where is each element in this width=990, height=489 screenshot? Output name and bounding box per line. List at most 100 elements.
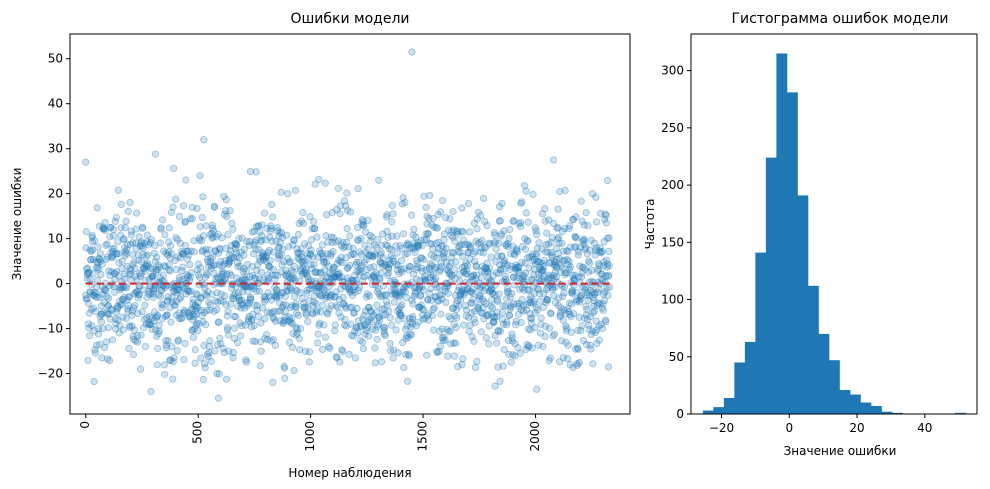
scatter-point xyxy=(353,304,361,312)
scatter-point xyxy=(600,238,608,246)
scatter-point xyxy=(527,275,535,283)
scatter-point xyxy=(412,256,421,265)
scatter-point xyxy=(484,268,492,276)
scatter-point xyxy=(226,270,234,278)
scatter-point xyxy=(529,190,537,199)
scatter-point xyxy=(419,306,428,314)
histogram-bar xyxy=(954,412,966,414)
scatter-point xyxy=(439,242,447,250)
scatter-point xyxy=(278,261,286,269)
scatter-point xyxy=(272,237,280,245)
scatter-point xyxy=(378,358,386,366)
scatter-point xyxy=(298,257,306,265)
histogram-bar xyxy=(870,405,882,414)
scatter-point xyxy=(432,239,440,247)
scatter-point xyxy=(416,292,424,300)
scatter-point xyxy=(578,263,587,271)
scatter-point xyxy=(537,297,545,305)
scatter-point xyxy=(531,309,539,317)
scatter-point xyxy=(336,257,344,265)
scatter-point xyxy=(286,258,294,266)
scatter-point xyxy=(200,360,209,368)
scatter-point xyxy=(137,240,145,248)
scatter-point xyxy=(414,318,422,326)
scatter-point xyxy=(187,269,195,277)
scatter-point xyxy=(514,264,522,272)
scatter-point xyxy=(282,231,291,239)
scatter-point xyxy=(105,356,114,365)
histogram-bar xyxy=(755,252,767,414)
scatter-point xyxy=(243,237,251,246)
scatter-point xyxy=(164,293,172,301)
scatter-point xyxy=(580,236,588,244)
scatter-point xyxy=(603,234,611,242)
scatter-point xyxy=(427,284,435,293)
scatter-point xyxy=(316,249,325,257)
scatter-point xyxy=(553,262,561,271)
scatter-point xyxy=(357,250,366,259)
scatter-point xyxy=(299,270,307,278)
scatter-point xyxy=(360,272,368,281)
scatter-point xyxy=(557,308,565,316)
scatter-point xyxy=(345,261,353,270)
scatter-point xyxy=(473,225,481,233)
scatter-point xyxy=(521,235,529,243)
scatter-point xyxy=(543,296,551,304)
scatter-point xyxy=(189,333,198,341)
scatter-point xyxy=(442,298,450,307)
scatter-point xyxy=(206,306,214,314)
scatter-point xyxy=(448,227,456,236)
scatter-point xyxy=(119,296,127,304)
scatter-point xyxy=(364,245,372,253)
scatter-point xyxy=(98,310,106,318)
scatter-point xyxy=(558,227,567,236)
scatter-point xyxy=(495,239,503,248)
scatter-point xyxy=(236,262,244,270)
scatter-point xyxy=(604,272,612,280)
scatter-point xyxy=(477,328,485,336)
scatter-point xyxy=(525,253,534,261)
scatter-point xyxy=(184,247,192,255)
scatter-point xyxy=(411,288,419,296)
scatter-point xyxy=(164,251,172,259)
scatter-point xyxy=(536,263,544,271)
scatter-point xyxy=(498,252,506,260)
scatter-point xyxy=(113,250,121,258)
scatter-point xyxy=(108,245,116,253)
scatter-point xyxy=(518,259,526,267)
scatter-point xyxy=(427,251,435,259)
scatter-point xyxy=(445,328,453,336)
scatter-point xyxy=(224,231,232,239)
scatter-point xyxy=(367,313,375,321)
scatter-point xyxy=(253,306,261,314)
scatter-point xyxy=(219,268,227,276)
scatter-point xyxy=(545,324,554,332)
scatter-point xyxy=(278,228,286,237)
scatter-point xyxy=(337,313,345,321)
scatter-point xyxy=(368,318,376,326)
scatter-point xyxy=(95,255,103,263)
scatter-point xyxy=(456,248,464,256)
scatter-point xyxy=(171,302,179,310)
scatter-point xyxy=(574,248,583,256)
scatter-point xyxy=(526,310,534,318)
scatter-y-tick-label: −10 xyxy=(38,322,63,336)
scatter-point xyxy=(128,322,136,330)
scatter-point xyxy=(356,322,365,330)
scatter-point xyxy=(256,338,265,346)
scatter-point xyxy=(362,326,370,335)
scatter-point xyxy=(204,353,212,361)
scatter-point xyxy=(549,271,557,280)
scatter-point xyxy=(233,339,242,347)
scatter-point xyxy=(377,269,385,277)
scatter-point xyxy=(511,340,519,348)
scatter-point xyxy=(350,309,358,317)
scatter-point xyxy=(86,288,95,296)
scatter-point xyxy=(412,284,420,292)
scatter-point xyxy=(167,242,175,250)
scatter-point xyxy=(184,308,193,317)
scatter-point xyxy=(449,304,457,312)
scatter-point xyxy=(408,320,417,328)
scatter-point xyxy=(558,337,566,345)
scatter-point xyxy=(374,320,382,328)
